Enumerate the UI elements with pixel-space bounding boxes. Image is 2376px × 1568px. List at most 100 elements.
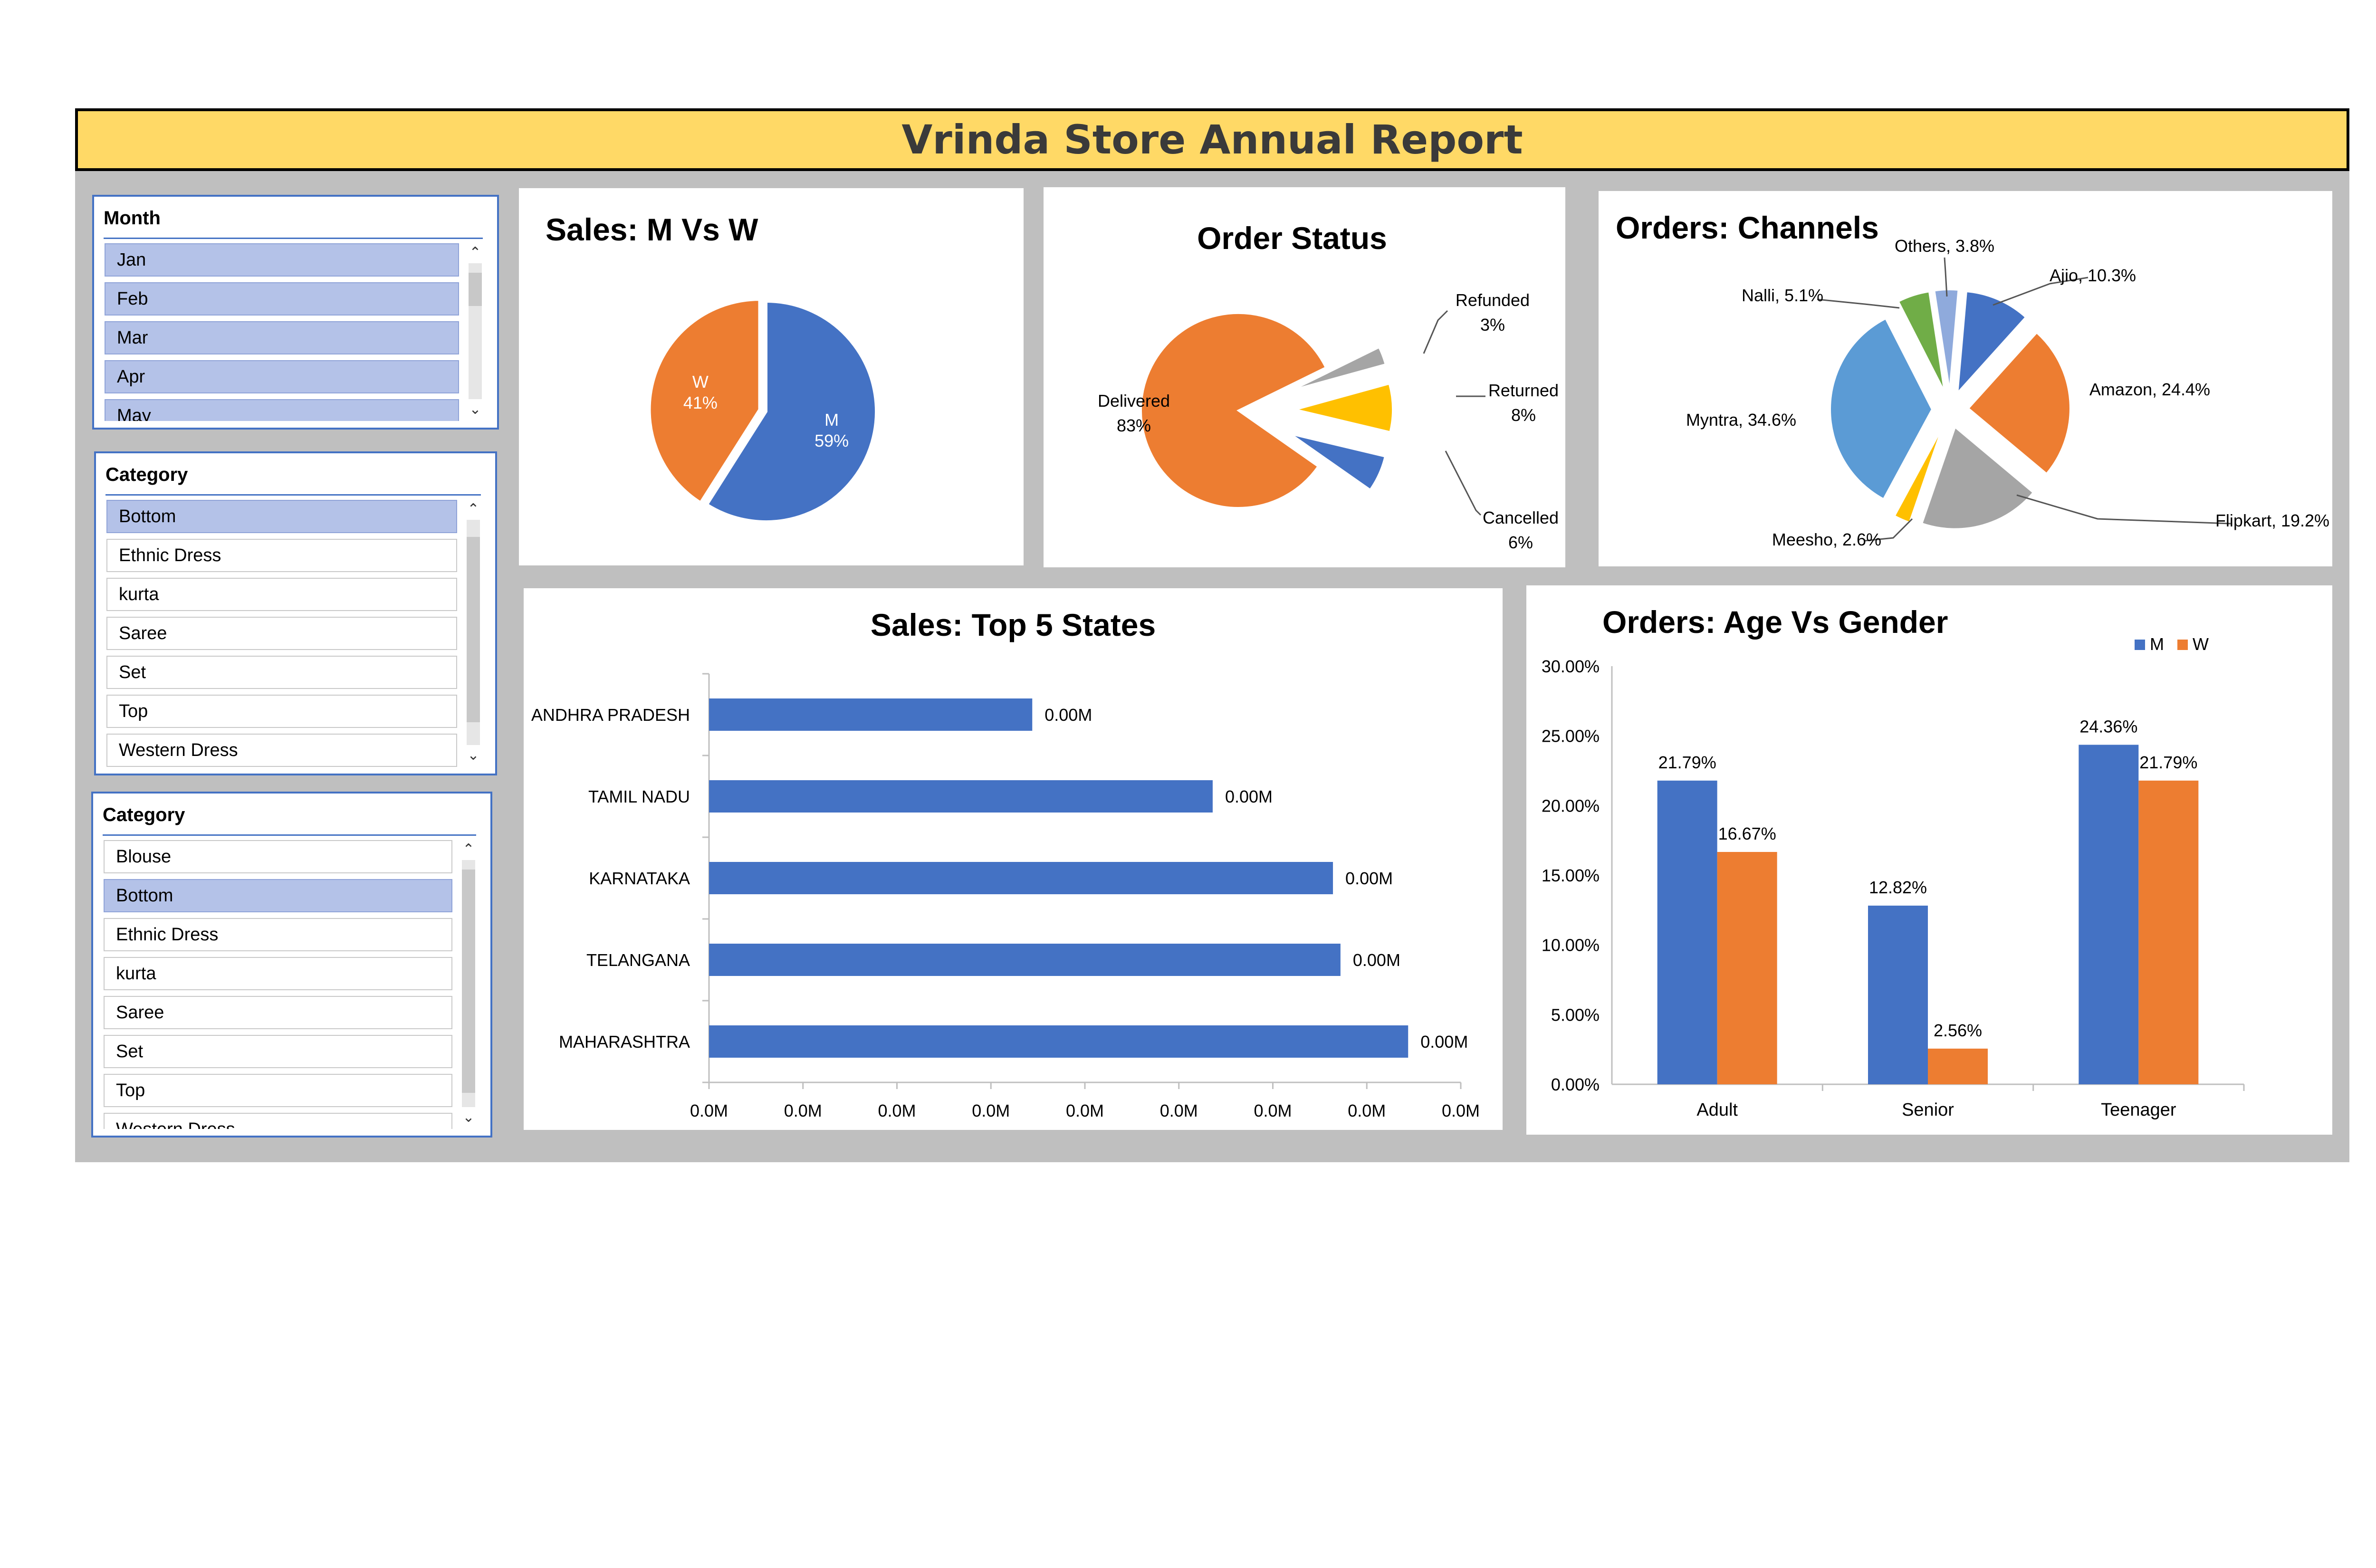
slicer-item[interactable]: May	[105, 399, 459, 421]
scrollbar-thumb[interactable]	[469, 273, 482, 306]
report-title-bar: Vrinda Store Annual Report	[75, 108, 2349, 171]
chart-title: Order Status	[1197, 220, 1387, 256]
chart-title: Orders: Channels	[1616, 210, 1879, 245]
slicer-item[interactable]: Feb	[105, 282, 459, 316]
slicer-scrollbar[interactable]: ⌃ ⌄	[463, 501, 484, 764]
scroll-down-icon[interactable]: ⌄	[469, 402, 481, 417]
category-label: Teenager	[2101, 1100, 2176, 1120]
scroll-up-icon[interactable]: ⌃	[462, 841, 475, 857]
scroll-down-icon[interactable]: ⌄	[467, 747, 479, 763]
slicer-item[interactable]: Top	[106, 695, 457, 728]
top-states-bar-chart: Sales: Top 5 States ANDHRA PRADESH 0.00M TA…	[531, 607, 1480, 1120]
scrollbar-thumb[interactable]	[462, 870, 475, 1093]
data-label: Others, 3.8%	[1895, 236, 1994, 256]
category-label: Senior	[1902, 1100, 1954, 1120]
age-gender-chart-panel[interactable]: Orders: Age Vs Gender 0.00% 5.00% 10.00% 15.…	[1526, 585, 2332, 1135]
data-label: 0.00M	[1225, 787, 1273, 806]
pie-slice	[1893, 425, 1944, 524]
leader-line	[1445, 450, 1482, 516]
slicer-item[interactable]: Saree	[104, 996, 452, 1029]
sales-mw-chart-panel[interactable]: Sales: M Vs W M 59% W 41%	[519, 188, 1024, 565]
slicer-item[interactable]: Western Dress	[106, 734, 457, 767]
category-slicer-2[interactable]: Category Blouse Bottom Ethnic Dress kurta Sa…	[91, 792, 492, 1138]
category-label: KARNATAKA	[589, 869, 690, 888]
leader-line	[1423, 310, 1448, 354]
order-status-chart-panel[interactable]: Order Status Delivered 83% Refunded 3% Return…	[1044, 187, 1565, 567]
pie-slice	[1290, 433, 1387, 491]
data-label: 3%	[1480, 315, 1505, 335]
slicer-item[interactable]: Bottom	[104, 879, 452, 912]
tick-label: 10.00%	[1542, 936, 1600, 955]
slicer-scrollbar[interactable]: ⌃ ⌄	[458, 841, 479, 1126]
bar	[709, 944, 1341, 976]
orders-channels-chart-panel[interactable]: Orders: Channels Ajio, 10.3% Amazon, 24.4%…	[1599, 191, 2332, 566]
bar	[1657, 780, 1717, 1084]
data-label: Cancelled	[1483, 508, 1559, 527]
slicer-item[interactable]: Ethnic Dress	[104, 918, 452, 951]
data-label: Nalli, 5.1%	[1742, 286, 1823, 305]
slicer-item[interactable]: Blouse	[104, 840, 452, 873]
leader-line	[1993, 277, 2089, 306]
tick-label: 25.00%	[1542, 727, 1600, 746]
slicer-list: Blouse Bottom Ethnic Dress kurta Saree Set Top…	[104, 840, 452, 1129]
data-label: Flipkart, 19.2%	[2215, 511, 2329, 530]
age-gender-bar-chart: Orders: Age Vs Gender 0.00% 5.00% 10.00% 15.…	[1542, 604, 2245, 1120]
slicer-item[interactable]: kurta	[104, 957, 452, 990]
leader-line	[2016, 494, 2231, 525]
pie-slice	[1829, 317, 1934, 501]
bar	[2079, 745, 2139, 1084]
report-title: Vrinda Store Annual Report	[901, 116, 1523, 163]
data-label: 0.00M	[1044, 705, 1092, 725]
tick-label: 0.0M	[1348, 1101, 1386, 1120]
slicer-header: Category	[103, 800, 476, 836]
chart-title: Orders: Age Vs Gender	[1602, 604, 1948, 640]
data-label: Returned	[1488, 381, 1559, 400]
legend-label: M	[2150, 634, 2164, 654]
top-states-chart-panel[interactable]: Sales: Top 5 States ANDHRA PRADESH 0.00M TA…	[524, 588, 1503, 1130]
scrollbar-thumb[interactable]	[467, 537, 480, 722]
orders-channels-pie-chart: Orders: Channels Ajio, 10.3% Amazon, 24.4%…	[1616, 210, 2329, 549]
data-label: Ajio, 10.3%	[2050, 266, 2136, 285]
month-slicer[interactable]: Month Jan Feb Mar Apr May ⌃ ⌄	[92, 195, 499, 430]
data-label: 21.79%	[1658, 753, 1716, 772]
slicer-item[interactable]: kurta	[106, 578, 457, 611]
slicer-item[interactable]: Apr	[105, 360, 459, 393]
tick-label: 30.00%	[1542, 657, 1600, 676]
data-label: 0.00M	[1345, 869, 1393, 888]
slicer-scrollbar[interactable]: ⌃ ⌄	[465, 244, 486, 418]
pie-slice	[1920, 425, 2035, 530]
bar	[2138, 780, 2199, 1084]
tick-label: 0.0M	[784, 1101, 822, 1120]
slicer-item[interactable]: Set	[104, 1035, 452, 1068]
tick-label: 0.0M	[690, 1101, 728, 1120]
bar	[709, 698, 1033, 731]
slicer-item[interactable]: Top	[104, 1074, 452, 1107]
slicer-item[interactable]: Bottom	[106, 500, 457, 533]
slicer-item[interactable]: Western Dress	[104, 1113, 452, 1129]
category-label: Adult	[1696, 1100, 1738, 1120]
pie-slice	[1140, 312, 1327, 509]
scroll-down-icon[interactable]: ⌄	[462, 1109, 475, 1125]
slicer-item[interactable]: Jan	[105, 243, 459, 277]
data-label: 8%	[1511, 405, 1536, 425]
bar	[709, 780, 1213, 813]
tick-label: 20.00%	[1542, 796, 1600, 815]
category-slicer[interactable]: Category Bottom Ethnic Dress kurta Saree Set…	[94, 451, 497, 775]
legend-swatch	[2135, 640, 2145, 650]
scroll-up-icon[interactable]: ⌃	[467, 501, 479, 517]
order-status-pie-chart: Order Status Delivered 83% Refunded 3% Return…	[1098, 220, 1559, 552]
legend-swatch	[2177, 640, 2188, 650]
slicer-item[interactable]: Mar	[105, 321, 459, 354]
bar	[1928, 1048, 1988, 1084]
tick-label: 0.0M	[1160, 1101, 1198, 1120]
slicer-item[interactable]: Ethnic Dress	[106, 539, 457, 572]
slicer-item[interactable]: Saree	[106, 617, 457, 650]
scroll-up-icon[interactable]: ⌃	[469, 245, 481, 260]
data-label: 16.67%	[1718, 824, 1776, 843]
tick-label: 5.00%	[1551, 1005, 1600, 1024]
data-label: Myntra, 34.6%	[1686, 410, 1796, 430]
leader-line	[1944, 257, 1948, 297]
leader-line	[1864, 518, 1913, 542]
slicer-item[interactable]: Set	[106, 656, 457, 689]
data-label: 12.82%	[1869, 878, 1927, 897]
